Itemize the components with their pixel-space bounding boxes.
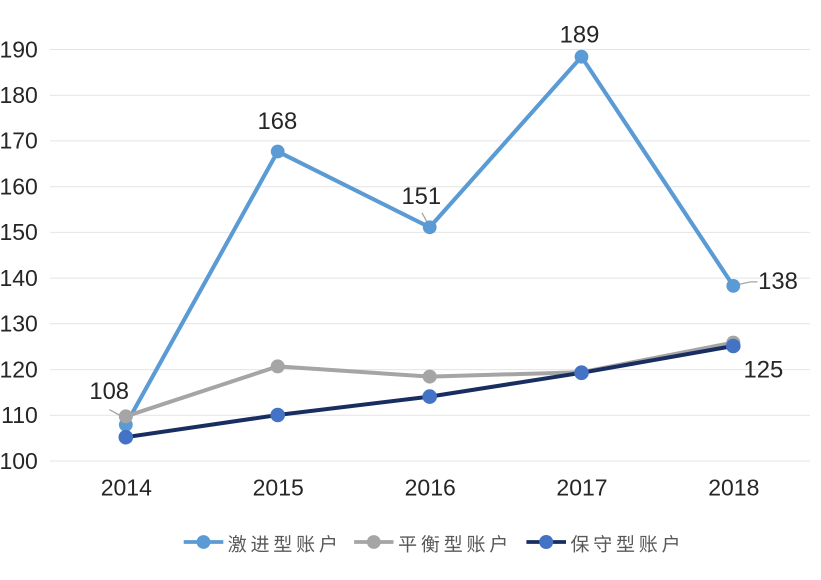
svg-text:2014: 2014 <box>101 474 152 500</box>
svg-text:100: 100 <box>0 448 38 474</box>
svg-text:140: 140 <box>0 265 38 291</box>
svg-text:120: 120 <box>0 356 38 382</box>
svg-text:2015: 2015 <box>253 474 304 500</box>
svg-text:2016: 2016 <box>405 474 456 500</box>
svg-text:130: 130 <box>0 311 38 337</box>
svg-text:190: 190 <box>0 36 38 62</box>
svg-text:110: 110 <box>1 402 38 428</box>
svg-text:160: 160 <box>0 174 38 200</box>
svg-text:180: 180 <box>0 82 38 108</box>
svg-text:2018: 2018 <box>708 474 759 500</box>
svg-text:2017: 2017 <box>556 474 607 500</box>
svg-text:170: 170 <box>0 128 38 154</box>
svg-text:138: 138 <box>758 268 798 295</box>
svg-text:108: 108 <box>89 378 129 405</box>
svg-text:150: 150 <box>0 219 38 245</box>
svg-text:125: 125 <box>744 357 784 384</box>
svg-text:151: 151 <box>401 183 441 210</box>
svg-text:168: 168 <box>258 108 298 135</box>
svg-text:189: 189 <box>560 21 600 48</box>
